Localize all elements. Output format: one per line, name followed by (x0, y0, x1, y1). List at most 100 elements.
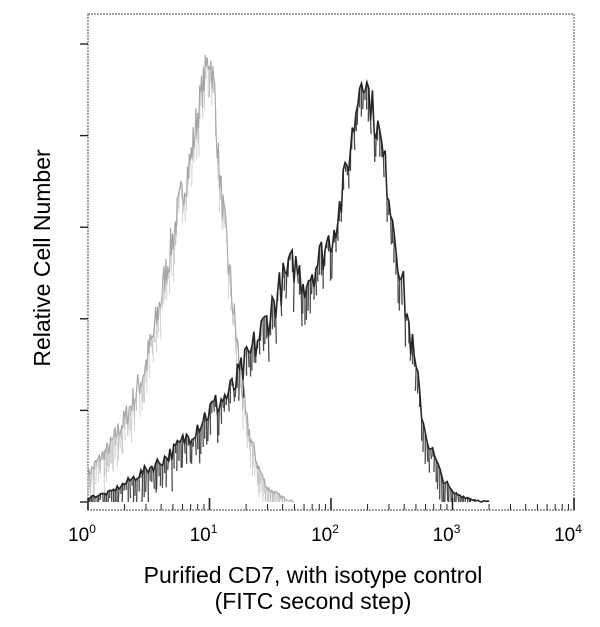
series-stipple (135, 478, 138, 503)
series-stipple (297, 275, 299, 284)
series-stipple (315, 268, 318, 296)
x-tick-label-base: 10 (68, 525, 89, 546)
series-stipple (120, 430, 122, 440)
series-stipple (161, 295, 164, 309)
series-stipple (157, 306, 159, 339)
series-stipple (239, 380, 242, 388)
x-tick-label-base: 10 (190, 525, 211, 546)
series-stipple (287, 258, 290, 277)
series-stipple (149, 334, 151, 347)
series-stipple (201, 75, 203, 91)
series-stipple (117, 489, 120, 503)
series-stipple (111, 438, 114, 470)
series-stipple (181, 435, 184, 468)
series-stipple (405, 314, 408, 321)
series-stipple (280, 495, 283, 503)
series-stipple (310, 274, 313, 295)
x-tick-label-exponent: 4 (575, 522, 582, 536)
x-tick-label: 100 (68, 522, 96, 546)
series-stipple (265, 486, 267, 501)
series-stipple (426, 441, 429, 462)
series-stipple (384, 150, 387, 159)
series-stipple (226, 258, 229, 276)
x-axis-tick-labels: 100 101 102 103 104 (68, 522, 582, 546)
series-stipple (181, 198, 184, 223)
series-stipple (444, 482, 446, 503)
series-stipple (189, 160, 191, 179)
series-stipple (160, 302, 162, 311)
y-axis-title: Relative Cell Number (29, 149, 55, 367)
series-stipple (307, 280, 310, 311)
series-stipple (256, 462, 259, 487)
x-tick-label-exponent: 0 (89, 522, 96, 536)
x-axis-title-line-1: Purified CD7, with isotype control (144, 562, 483, 588)
series-stipple (389, 215, 393, 245)
series-stipple (369, 120, 372, 135)
series-stipple (105, 451, 107, 482)
series-stipple (279, 497, 281, 503)
series-stipple (238, 368, 240, 401)
series-stipple (153, 333, 155, 343)
series-stipple (285, 273, 288, 299)
x-tick-label: 104 (554, 522, 582, 546)
series-stipple (240, 357, 243, 370)
series-layer (87, 54, 490, 503)
x-tick-label-base: 10 (433, 525, 454, 546)
series-stipple (158, 301, 160, 313)
x-tick-label: 102 (311, 522, 339, 546)
series-stipple (247, 350, 250, 368)
series-stipple (130, 410, 133, 443)
series-stipple (188, 178, 190, 185)
series-stipple (218, 408, 220, 436)
series-stipple (164, 258, 167, 281)
series-stipple (356, 104, 359, 125)
series-stipple (166, 266, 169, 279)
series-stipple (241, 395, 243, 410)
series-stipple (175, 235, 177, 247)
series-stipple (275, 317, 277, 344)
series-stipple (159, 464, 162, 486)
series-stipple (430, 448, 433, 460)
series-stipple (202, 107, 204, 119)
series-stipple (409, 354, 412, 361)
series-stipple (272, 494, 275, 503)
x-tick-label-base: 10 (554, 525, 575, 546)
series-stipple (461, 497, 463, 503)
series-stipple (469, 498, 472, 503)
series-stipple (466, 497, 469, 503)
series-stipple (144, 469, 147, 493)
series-stipple (262, 318, 265, 351)
series-stipple (273, 491, 276, 503)
series-stipple (178, 186, 181, 197)
series-stipple (446, 481, 449, 502)
series-stipple (260, 474, 262, 493)
series-stipple (194, 437, 197, 456)
series-stipple (350, 127, 353, 150)
series-stipple (198, 431, 201, 464)
series-stipple (124, 418, 126, 440)
series-stipple (262, 479, 264, 503)
series-stipple (213, 401, 215, 412)
series-stipple (204, 54, 206, 84)
series-stipple (141, 385, 143, 412)
series-stipple (144, 365, 146, 375)
series-outline (87, 78, 490, 503)
series-stipple (373, 132, 376, 163)
series-stipple (285, 499, 287, 503)
series-stipple (278, 272, 281, 290)
series-stipple (414, 367, 417, 391)
x-tick-label-exponent: 3 (454, 522, 461, 536)
x-tick-label: 103 (433, 522, 461, 546)
series-stipple (173, 444, 175, 469)
series-cd7 (87, 78, 490, 503)
x-tick-label-base: 10 (311, 525, 332, 546)
series-stipple (457, 495, 460, 503)
series-stipple (228, 264, 231, 284)
x-tick-label-exponent: 2 (332, 522, 339, 536)
series-stipple (255, 462, 257, 470)
series-stipple (167, 272, 170, 280)
series-stipple (94, 497, 96, 503)
series-stipple (123, 410, 125, 430)
series-stipple (152, 471, 155, 489)
series-stipple (99, 458, 102, 474)
